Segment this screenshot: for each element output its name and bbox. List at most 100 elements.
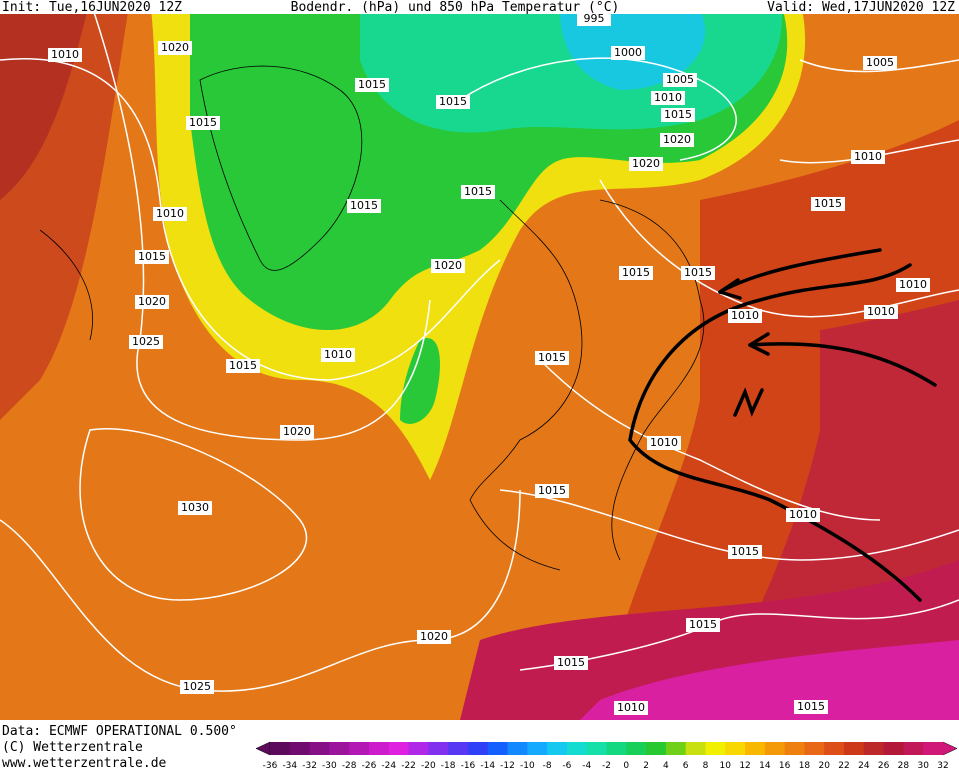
greenland <box>199 65 363 271</box>
label-box <box>864 305 898 319</box>
label-text: 1010 <box>789 508 817 521</box>
label-text: 1010 <box>731 309 759 322</box>
label-text: 1010 <box>617 701 645 714</box>
colorbar-label: 26 <box>878 761 890 770</box>
label-text: 1015 <box>538 351 566 364</box>
label-box <box>535 484 569 498</box>
colorbar-label: 14 <box>759 761 771 770</box>
isobar-label: 1000 <box>611 46 645 60</box>
label-box <box>786 508 820 522</box>
colorbar-label: -18 <box>441 761 456 770</box>
colorbar-cell <box>883 742 904 755</box>
colorbar-cell <box>705 742 726 755</box>
colorbar-label: 22 <box>838 761 849 770</box>
colorbar-label: 30 <box>917 761 929 770</box>
isobar-label: 1005 <box>663 73 697 87</box>
isobar-label: 1015 <box>554 656 588 670</box>
label-text: 1020 <box>138 295 166 308</box>
colorbar-cell <box>408 742 429 755</box>
label-box <box>661 108 695 122</box>
label-text: 1020 <box>434 259 462 272</box>
label-text: 1005 <box>866 56 894 69</box>
isobar-label: 1015 <box>661 108 695 122</box>
label-box <box>417 630 451 644</box>
label-box <box>129 335 163 349</box>
isobar-label: 1015 <box>347 199 381 213</box>
label-text: 1015 <box>731 545 759 558</box>
label-box <box>611 46 645 60</box>
colorbar-label: -34 <box>282 761 297 770</box>
colorbar-label: 16 <box>779 761 791 770</box>
website: www.wetterzentrale.de <box>2 756 167 770</box>
colorbar-cell <box>606 742 627 755</box>
colorbar-cell <box>388 742 410 755</box>
isobar-label: 1015 <box>681 266 715 280</box>
label-text: 1025 <box>183 680 211 693</box>
colorbar-cell <box>428 742 449 755</box>
colorbar-cell <box>923 742 944 755</box>
colorbar-cell <box>586 742 607 755</box>
colorbar-cell <box>764 742 786 755</box>
label-text: 1015 <box>229 359 257 372</box>
label-box <box>794 700 828 714</box>
label-box <box>226 359 260 373</box>
isobar-label: 1015 <box>535 484 569 498</box>
colorbar-cell <box>566 742 588 755</box>
colorbar-label: 28 <box>898 761 910 770</box>
label-box <box>647 436 681 450</box>
label-box <box>614 701 648 715</box>
isobar-label: 1015 <box>619 266 653 280</box>
arrowhead <box>748 332 770 356</box>
colorbar-cell <box>903 742 924 755</box>
label-text: 1015 <box>464 185 492 198</box>
isobar-label: 1020 <box>431 259 465 273</box>
label-text: 1010 <box>899 278 927 291</box>
label-box <box>651 91 685 105</box>
label-text: 1015 <box>797 700 825 713</box>
isobar-label: 1020 <box>417 630 451 644</box>
isobar-label: 1015 <box>436 95 470 109</box>
colorbar-cell <box>844 742 865 755</box>
label-box <box>135 250 169 264</box>
isobar-label: 1010 <box>896 278 930 292</box>
map-title: Bodendr. (hPa) und 850 hPa Temperatur (°… <box>291 0 620 15</box>
data-source: Data: ECMWF OPERATIONAL 0.500° <box>2 724 237 739</box>
label-box <box>436 95 470 109</box>
label-text: 1010 <box>156 207 184 220</box>
label-text: 1000 <box>614 46 642 59</box>
label-box <box>535 351 569 365</box>
isobar-label: 1025 <box>129 335 163 349</box>
arrowhead <box>718 278 742 300</box>
isobar-label: 1015 <box>355 78 389 92</box>
colorbar-label: -30 <box>322 761 337 770</box>
label-box <box>355 78 389 92</box>
scandinavia-coast <box>599 199 705 561</box>
colorbar-label: 10 <box>720 761 732 770</box>
N-symbol <box>733 387 764 417</box>
isobar <box>539 359 881 521</box>
isobar-label: 1015 <box>794 700 828 714</box>
label-text: 1010 <box>654 91 682 104</box>
label-text: 1015 <box>557 656 585 669</box>
isobar-label: 1015 <box>135 250 169 264</box>
colorbar-label: 18 <box>799 761 811 770</box>
label-text: 1010 <box>867 305 895 318</box>
colorbar-label: 4 <box>663 761 669 770</box>
isobar-label: 1015 <box>186 116 220 130</box>
isobar-label: 1010 <box>851 150 885 164</box>
label-box <box>851 150 885 164</box>
isobar-label: 1020 <box>660 133 694 147</box>
colorbar-cell <box>725 742 746 755</box>
label-box <box>554 656 588 670</box>
arrow <box>718 248 882 294</box>
label-text: 995 <box>584 12 605 25</box>
isobar-label: 1010 <box>864 305 898 319</box>
label-box <box>180 680 214 694</box>
label-text: 1015 <box>358 78 386 91</box>
coastlines <box>39 65 705 571</box>
label-box <box>280 425 314 439</box>
colorbar-cell <box>507 742 528 755</box>
colorbar-cell <box>547 742 568 755</box>
label-text: 1010 <box>854 150 882 163</box>
